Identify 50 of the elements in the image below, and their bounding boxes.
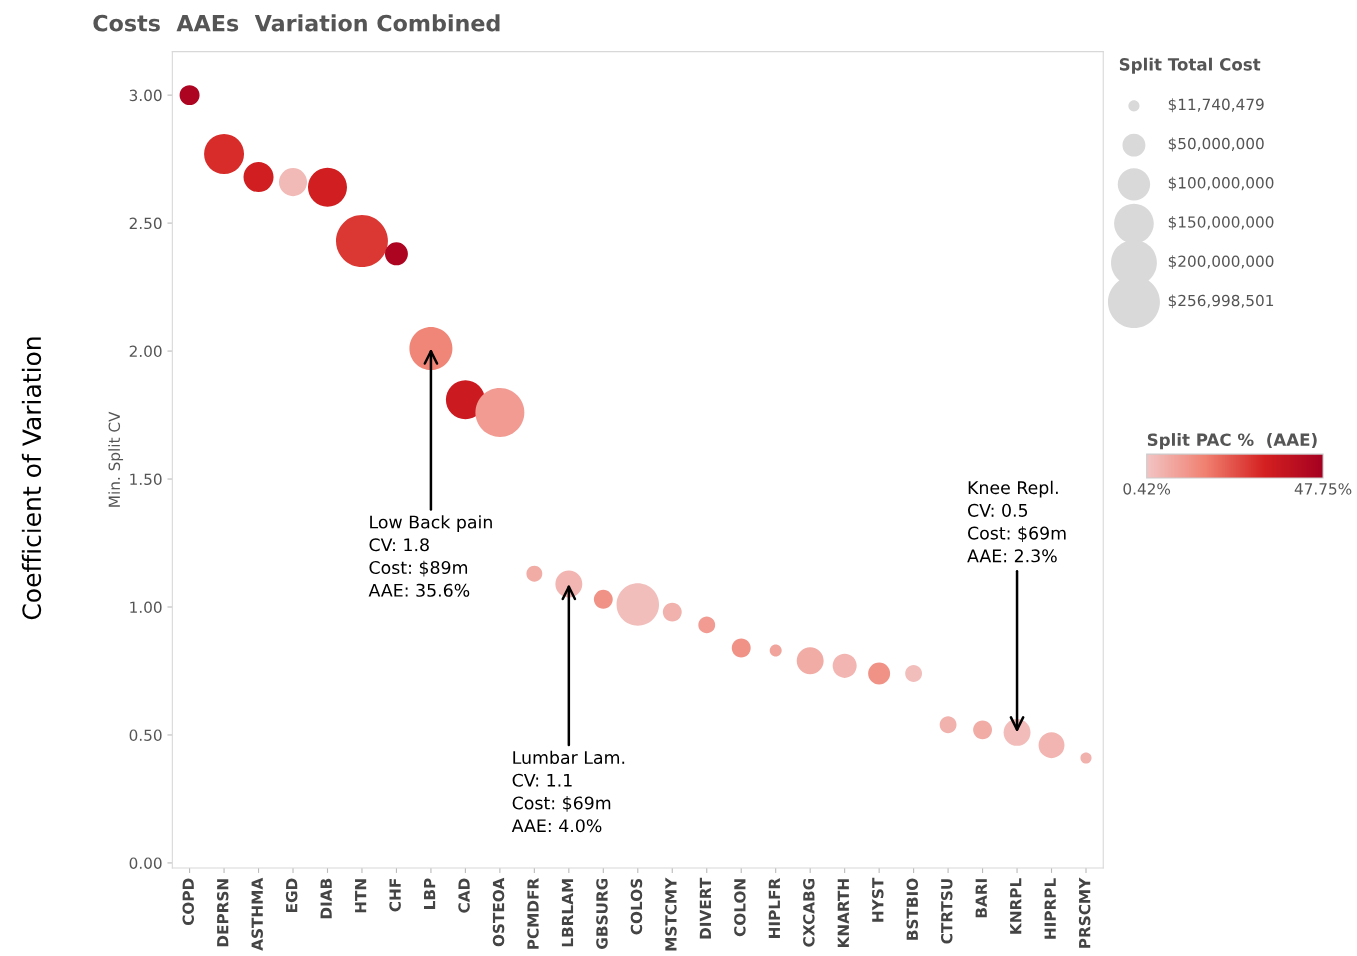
y-tick-label: 2.00: [129, 345, 162, 358]
x-tick-label: DIAB: [320, 878, 332, 919]
x-tick-label: DIVERT: [699, 877, 711, 939]
color-bar-label: 0.42%: [1123, 483, 1171, 495]
legend-title: Split Total Cost: [1119, 57, 1261, 74]
x-tick-label: DEPRSN: [216, 879, 229, 947]
y-tick-label: 1.00: [130, 601, 162, 614]
annotation: Lumbar Lam. CV: 1.1 Cost: $69m AAE: 4.0%: [511, 750, 625, 833]
x-tick-label: HYST: [872, 877, 884, 922]
x-tick-label: LBP: [424, 878, 436, 909]
legend-label: $256,998,501: [1168, 294, 1274, 309]
color-bar-label: 47.75%: [1294, 483, 1352, 495]
y-tick-label: 0.00: [129, 857, 162, 869]
legend-label: $150,000,000: [1168, 216, 1274, 230]
y-axis-title: Min. Split CV: [108, 411, 124, 507]
y-tick-label: 2.50: [129, 217, 162, 230]
x-tick-label: GBSURG: [596, 878, 608, 949]
chart-title: Costs AAEs Variation Combined: [93, 14, 500, 32]
x-tick-label: CTRTSU: [940, 879, 953, 944]
x-tick-label: EGD: [285, 878, 298, 913]
x-tick-label: COPD: [182, 878, 195, 926]
legend-label: $200,000,000: [1168, 255, 1274, 270]
x-tick-label: ASTHMA: [251, 877, 263, 951]
x-tick-label: COLOS: [630, 878, 643, 935]
x-tick-label: PRSCMY: [1078, 877, 1091, 948]
y-tick-label: 0.50: [129, 729, 162, 741]
x-tick-label: KNRPL: [1010, 878, 1022, 934]
x-tick-label: CAD: [458, 878, 470, 913]
x-tick-label: CHF: [389, 879, 401, 912]
color-bar-title: Split PAC % (AAE): [1147, 433, 1317, 450]
x-tick-label: LBRLAM: [561, 879, 574, 947]
x-tick-label: BARI: [975, 879, 987, 918]
x-tick-label: HIPLFR: [768, 878, 780, 938]
x-tick-label: OSTEOA: [492, 877, 505, 947]
x-tick-label: KNARTH: [837, 879, 849, 948]
x-tick-label: CXCABG: [803, 878, 815, 947]
x-tick-label: MSTCMY: [665, 877, 677, 951]
x-tick-label: HTN: [355, 879, 367, 913]
x-tick-label: COLON: [734, 879, 746, 937]
x-tick-label: HIPRPL: [1044, 878, 1056, 939]
x-tick-label: PCMDFR: [527, 878, 539, 949]
legend-label: $11,740,479: [1168, 98, 1264, 113]
legend-label: $100,000,000: [1168, 176, 1274, 191]
y-tick-label: 1.50: [130, 473, 162, 486]
text: Coefficient of Variation: [21, 337, 42, 620]
legend-label: $50,000,000: [1168, 137, 1264, 152]
annotation: Low Back pain CV: 1.8 Cost: $89m AAE: 35.6%: [368, 515, 492, 597]
annotation: Knee Repl. CV: 0.5 Cost: $69m AAE: 2.3%: [967, 480, 1066, 563]
x-tick-label: BSTBIO: [906, 878, 919, 940]
y-tick-label: 3.00: [129, 89, 162, 102]
